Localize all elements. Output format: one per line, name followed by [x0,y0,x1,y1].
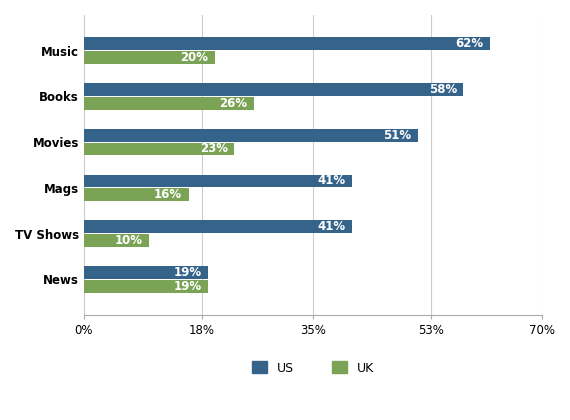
Bar [84,175,352,187]
Text: 26%: 26% [219,97,247,110]
Text: 41%: 41% [317,220,346,233]
Bar [84,188,189,201]
Bar [84,51,215,64]
Text: 23%: 23% [200,142,228,155]
Bar [84,129,418,142]
Bar [84,220,352,233]
Text: 16%: 16% [154,188,182,201]
Bar [84,234,149,247]
Text: 62%: 62% [455,37,483,50]
Bar [84,83,463,96]
Bar [84,280,208,292]
Text: 41%: 41% [317,174,346,187]
Text: 19%: 19% [174,266,202,279]
Bar [84,142,234,155]
Text: 51%: 51% [383,129,411,142]
Bar [84,97,254,110]
Bar [84,266,208,279]
Text: 20%: 20% [180,51,208,64]
Legend: US, UK: US, UK [252,361,374,375]
Text: 58%: 58% [429,83,457,96]
Text: 10%: 10% [115,234,143,247]
Text: 19%: 19% [174,280,202,293]
Bar [84,37,490,50]
